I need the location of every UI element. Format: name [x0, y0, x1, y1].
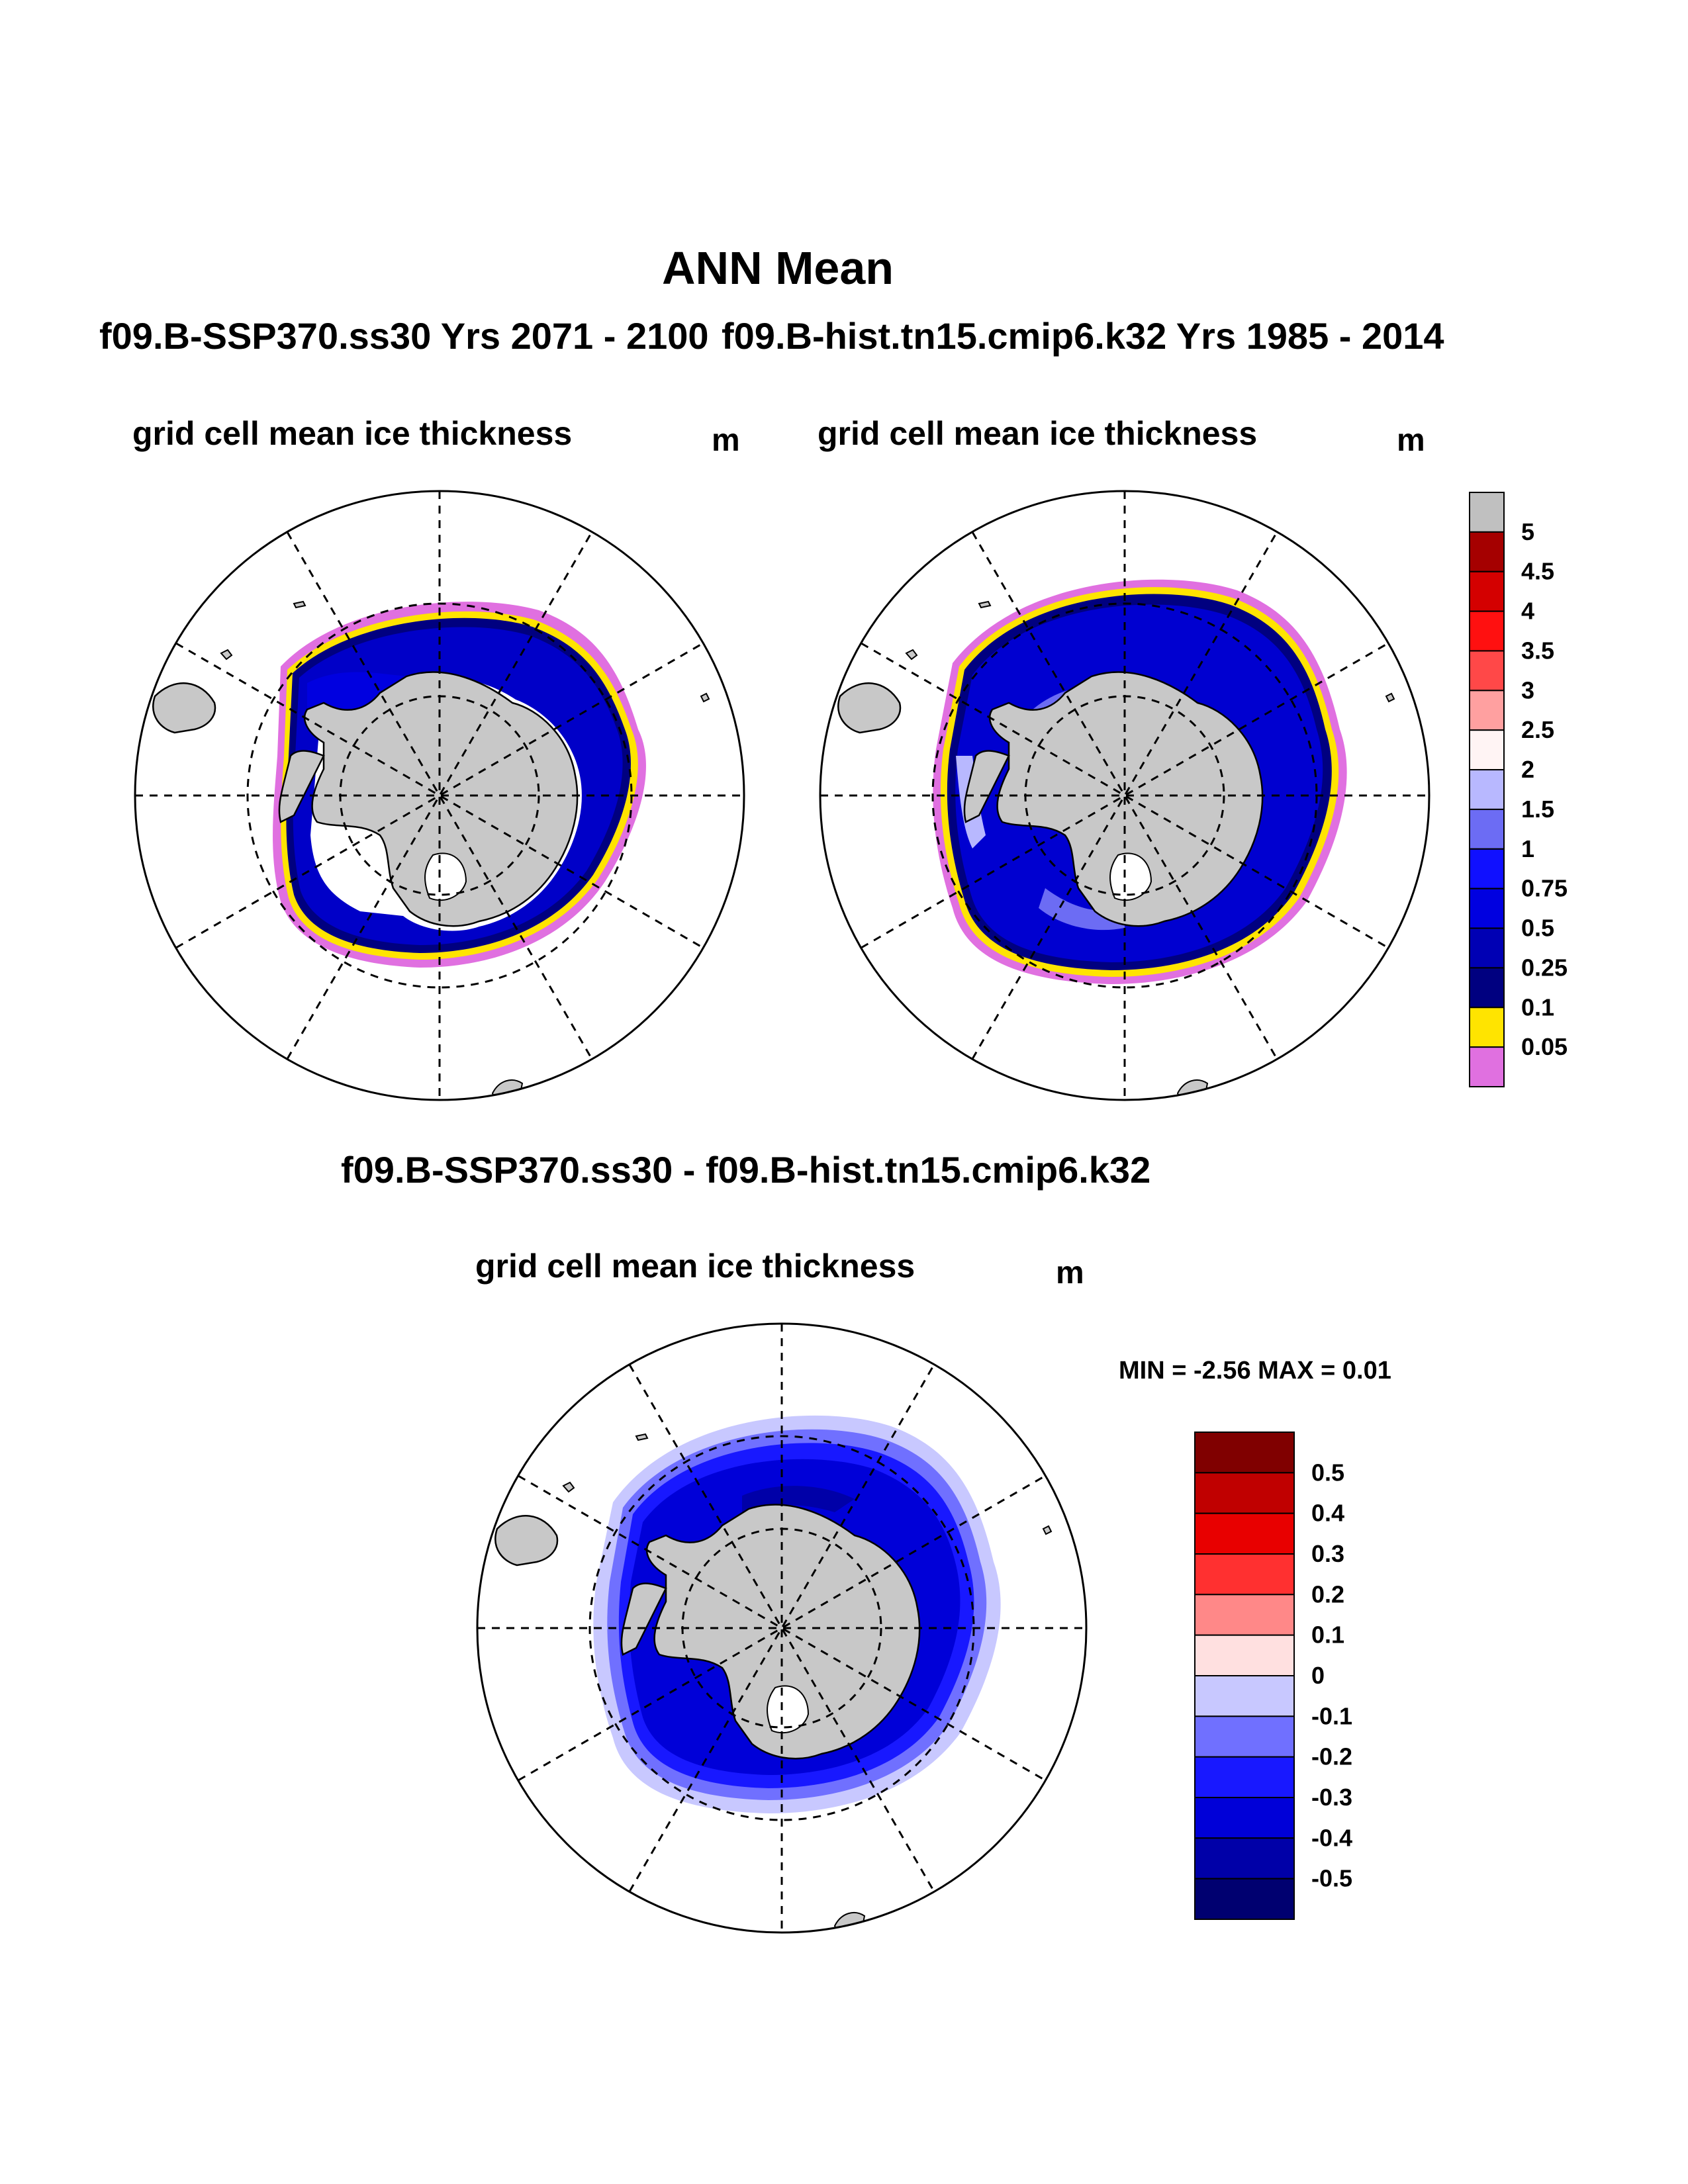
panel2-run-label: f09.B-hist.tn15.cmip6.k32 Yrs 1985 - 201… [722, 315, 1444, 357]
panel2-map [819, 490, 1430, 1101]
thickness-colorbar-label: 0.05 [1521, 1033, 1568, 1060]
difference-colorbar-swatch [1194, 1512, 1295, 1555]
difference-colorbar-swatch [1194, 1675, 1295, 1717]
sea-ice-thicker-ross [1039, 888, 1125, 931]
thickness-colorbar-label: 5 [1521, 518, 1534, 545]
difference-colorbar-label: 0 [1311, 1662, 1325, 1689]
thickness-colorbar-swatch [1469, 927, 1505, 969]
panel3-min-max: MIN = -2.56 MAX = 0.01 [1119, 1357, 1391, 1385]
panel1-units: m [712, 423, 740, 458]
thickness-colorbar-swatch [1469, 650, 1505, 692]
thickness-colorbar-swatch [1469, 570, 1505, 612]
thickness-colorbar-swatch [1469, 492, 1505, 533]
thickness-colorbar-label: 0.75 [1521, 875, 1568, 902]
thickness-colorbar-swatch [1469, 1007, 1505, 1048]
thickness-colorbar-label: 3.5 [1521, 637, 1554, 664]
thickness-colorbar-swatch [1469, 848, 1505, 889]
difference-colorbar-swatch [1194, 1432, 1295, 1474]
thickness-colorbar-swatch [1469, 769, 1505, 810]
difference-colorbar-swatch [1194, 1797, 1295, 1839]
thickness-colorbar-swatch [1469, 729, 1505, 771]
difference-colorbar-label: 0.4 [1311, 1500, 1344, 1527]
difference-colorbar-label: 0.1 [1311, 1621, 1344, 1649]
thickness-colorbar-swatch [1469, 967, 1505, 1009]
thickness-colorbar-label: 1 [1521, 835, 1534, 862]
thickness-colorbar-label: 0.5 [1521, 915, 1554, 942]
panel1-run-label: f09.B-SSP370.ss30 Yrs 2071 - 2100 [99, 315, 709, 357]
thickness-colorbar-swatch [1469, 690, 1505, 731]
thickness-colorbar-label: 4 [1521, 598, 1534, 625]
thickness-colorbar-label: 4.5 [1521, 558, 1554, 585]
difference-colorbar-label: -0.5 [1311, 1865, 1352, 1892]
difference-colorbar-swatch [1194, 1594, 1295, 1636]
thickness-colorbar: 5 4.5 4 3.5 3 2.5 2 1.5 1 0.75 0.5 0.25 0.1 0.05 [1469, 492, 1568, 1088]
difference-colorbar-swatch [1194, 1634, 1295, 1676]
thickness-colorbar-swatch [1469, 887, 1505, 929]
difference-colorbar-label: 0.2 [1311, 1580, 1344, 1608]
thickness-colorbar-label: 1.5 [1521, 796, 1554, 823]
panel1-subtitle: grid cell mean ice thickness [132, 415, 573, 452]
thickness-colorbar-swatch [1469, 610, 1505, 652]
thickness-colorbar-label: 0.25 [1521, 954, 1568, 981]
thickness-colorbar-label: 2 [1521, 756, 1534, 783]
thickness-colorbar-swatch [1469, 531, 1505, 572]
difference-colorbar-swatch [1194, 1715, 1295, 1758]
thickness-colorbar-swatch [1469, 1046, 1505, 1088]
thickness-colorbar-swatch [1469, 808, 1505, 850]
difference-colorbar-swatch [1194, 1878, 1295, 1921]
difference-colorbar-swatch [1194, 1553, 1295, 1596]
panel3-units: m [1056, 1255, 1084, 1291]
difference-colorbar-label: -0.2 [1311, 1743, 1352, 1770]
thickness-colorbar-label: 0.1 [1521, 993, 1554, 1021]
difference-colorbar-label: 0.5 [1311, 1459, 1344, 1486]
difference-colorbar-label: -0.3 [1311, 1784, 1352, 1811]
difference-colorbar-swatch [1194, 1756, 1295, 1798]
panel3-map [476, 1322, 1088, 1934]
difference-colorbar-swatch [1194, 1837, 1295, 1880]
thickness-colorbar-label: 2.5 [1521, 716, 1554, 743]
difference-colorbar: 0.5 0.4 0.3 0.2 0.1 0 -0.1 -0.2 -0.3 -0.4 -0.5 [1194, 1432, 1352, 1921]
panel1-map [134, 490, 745, 1101]
difference-colorbar-label: -0.1 [1311, 1702, 1352, 1729]
thickness-colorbar-label: 3 [1521, 676, 1534, 704]
difference-colorbar-label: -0.4 [1311, 1824, 1352, 1851]
panel3-subtitle: grid cell mean ice thickness [475, 1248, 915, 1285]
figure-title: ANN Mean [661, 242, 894, 294]
panel3-run-label: f09.B-SSP370.ss30 - f09.B-hist.tn15.cmip… [341, 1149, 1151, 1191]
difference-colorbar-swatch [1194, 1472, 1295, 1514]
difference-colorbar-label: 0.3 [1311, 1540, 1344, 1567]
panel2-subtitle: grid cell mean ice thickness [818, 415, 1258, 452]
panel2-units: m [1397, 423, 1425, 458]
